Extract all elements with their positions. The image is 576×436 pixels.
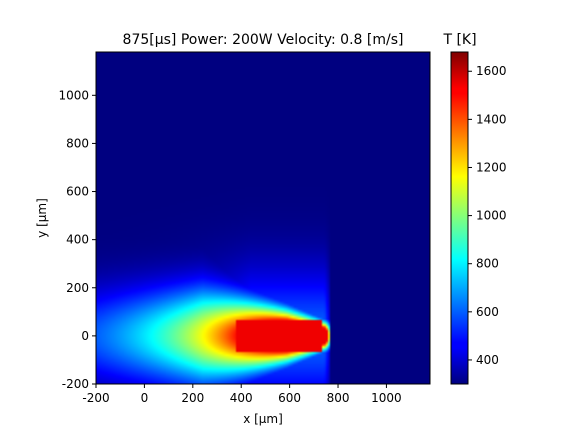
temperature-field (96, 52, 430, 384)
x-tick-label: 600 (278, 391, 301, 405)
x-axis: -200 0 200 400 600 800 1000 (82, 384, 401, 405)
colorbar-tick-label: 1000 (476, 209, 507, 223)
colorbar-tick-label: 1400 (476, 112, 507, 126)
x-tick-label: 800 (327, 391, 350, 405)
colorbar-tick-label: 1200 (476, 160, 507, 174)
y-tick-label: 1000 (58, 88, 89, 102)
x-axis-label: x [μm] (243, 412, 283, 426)
chart-title: 875[μs] Power: 200W Velocity: 0.8 [m/s] (123, 32, 404, 48)
colorbar-tick-label: 1600 (476, 64, 507, 78)
plot-area (96, 52, 430, 384)
colorbar-ticks: 400 600 800 1000 1200 1400 1600 (468, 64, 507, 367)
x-tick-label: 0 (141, 391, 149, 405)
colorbar-label: T [K] (442, 32, 476, 48)
y-tick-label: 600 (66, 185, 89, 199)
y-axis: -200 0 200 400 600 800 1000 (58, 88, 96, 391)
y-tick-label: 0 (81, 329, 89, 343)
y-tick-label: 400 (66, 233, 89, 247)
colorbar-tick-label: 400 (476, 353, 499, 367)
y-tick-label: 800 (66, 136, 89, 150)
x-tick-label: 200 (181, 391, 204, 405)
x-tick-label: 1000 (371, 391, 402, 405)
y-tick-label: -200 (62, 377, 89, 391)
y-tick-label: 200 (66, 281, 89, 295)
x-tick-label: 400 (230, 391, 253, 405)
colorbar-tick-label: 600 (476, 305, 499, 319)
x-tick-label: -200 (82, 391, 109, 405)
y-axis-label: y [μm] (35, 198, 49, 238)
colorbar-gradient (451, 52, 468, 384)
colorbar-tick-label: 800 (476, 257, 499, 271)
colorbar: T [K] 400 600 800 1000 1200 1400 1600 (442, 32, 506, 384)
